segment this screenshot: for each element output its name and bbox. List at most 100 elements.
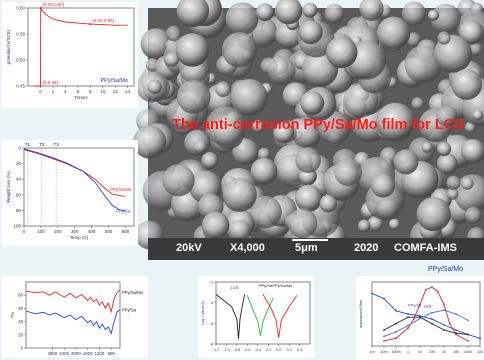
sem-grain <box>430 3 461 34</box>
sem-grain <box>176 0 210 28</box>
series-point <box>443 303 445 306</box>
series-point <box>455 329 457 331</box>
plot-frame <box>23 147 135 227</box>
series-point <box>431 311 433 314</box>
sem-grain <box>376 16 411 50</box>
plot-frame <box>215 281 311 345</box>
sem-grain <box>393 149 419 175</box>
x-tick-label: 300 <box>71 229 79 234</box>
sem-grain <box>298 20 323 45</box>
y-tick-label: 100 <box>13 224 21 229</box>
ftir-chart: 2800 2400 2000 1600 1200 800 0 20 40 60 80 T% PPy/Sa… <box>10 281 144 356</box>
x-tick-label: 1k <box>442 350 446 354</box>
tga-series-label-sa: PPy/Sa <box>116 209 131 214</box>
annotation-label: (6.02,0.56) <box>92 18 114 23</box>
series-line-1 <box>371 293 481 339</box>
series-point <box>436 290 439 293</box>
sem-grain <box>225 2 259 36</box>
series-point <box>419 317 421 320</box>
x-tick-label: 100 <box>37 229 45 234</box>
sem-grain <box>371 173 396 198</box>
series-point <box>383 329 385 331</box>
eis-chart-panel: 1m 10m 100m 1 10 100 1k 10k 100k 1M Impedance/Ohm L… <box>356 276 484 360</box>
y-tick-label: -4 <box>210 301 213 305</box>
ocp-chart-panel: 0 2 4 6 8 10 12 14 0.45 0.50 0.55 0.60 Time/s potenti… <box>2 2 138 108</box>
series-point <box>448 322 451 325</box>
series-point <box>479 337 481 340</box>
sem-grain <box>201 211 230 240</box>
sem-grain <box>472 109 484 121</box>
tafel-label-mo: PPy/Sa/Mo <box>272 283 293 288</box>
y-tick-label: 20 <box>16 161 22 166</box>
y-tick-label: 80 <box>18 293 23 298</box>
sem-grain <box>176 80 211 114</box>
sem-grain <box>436 105 458 127</box>
x-tick-label: 600 <box>122 229 130 234</box>
sem-grain <box>464 206 482 224</box>
sem-caption-scale: 5μm <box>295 242 318 254</box>
series-point <box>371 292 373 295</box>
sem-grain <box>165 25 182 42</box>
plot-frame <box>25 281 121 349</box>
sem-grain <box>334 158 362 187</box>
sem-grain <box>416 197 451 232</box>
series-point <box>395 322 397 325</box>
x-tick-label: 0 <box>23 229 26 234</box>
sem-grain <box>404 45 443 84</box>
tga-series-label-mo: PPy/Sa/Mo <box>110 187 132 192</box>
series-point <box>424 288 427 291</box>
sem-grain <box>256 3 274 22</box>
x-tick-label: 400 <box>88 229 96 234</box>
eis-sample-label: PPy/Sa/Mo <box>428 266 464 273</box>
sem-caption-magnification: X4,000 <box>230 242 265 254</box>
series-point <box>407 313 409 315</box>
x-tick-label: 2 <box>52 89 55 94</box>
y-tick-label: -6 <box>210 322 213 326</box>
sem-grain <box>205 106 246 146</box>
y-tick-label: 0.55 <box>16 32 25 37</box>
x-tick-label: 4 <box>64 89 67 94</box>
ftir-series-label-sa: PPy/Sa <box>122 308 137 313</box>
sem-grain <box>252 120 265 133</box>
x-tick-label: 1m <box>369 350 374 354</box>
sem-grain <box>295 184 323 212</box>
y-tick-label: 20 <box>18 332 23 337</box>
series-line-1 <box>25 309 121 335</box>
y-axis-label: T% <box>10 312 15 319</box>
y-tick-label: 40 <box>16 177 22 182</box>
sem-grain <box>300 91 325 116</box>
x-tick-label: 100m <box>391 350 401 354</box>
series-point <box>419 303 421 306</box>
sem-grain <box>273 122 295 144</box>
sem-grain <box>267 56 296 85</box>
sem-grain <box>326 36 358 69</box>
x-tick-label: -0.8 <box>234 348 241 352</box>
sem-grain <box>133 125 167 159</box>
x-tick-label: -1.0 <box>223 348 230 352</box>
temperature-marker-label: T3 <box>54 142 60 147</box>
x-tick-label: 0 <box>39 89 42 94</box>
sem-caption-year: 2020 <box>354 242 379 254</box>
y-tick-label: 0.60 <box>16 6 25 11</box>
x-tick-label: -0.2 <box>265 348 272 352</box>
y-tick-label: -8 <box>210 343 213 347</box>
eis-label-sa: PPy/Sa <box>408 302 422 307</box>
x-tick-label: -0.6 <box>244 348 251 352</box>
y-axis-label: potential (V/SCE) <box>6 29 11 64</box>
sem-grain <box>376 102 415 142</box>
y-tick-label: 0.50 <box>16 58 25 63</box>
series-point <box>383 297 385 300</box>
y-tick-label: 60 <box>16 192 22 197</box>
plot-frame <box>371 281 481 347</box>
sem-grain <box>162 164 195 197</box>
annotation-point <box>39 85 42 87</box>
y-axis-label: Weight loss (%) <box>6 171 11 203</box>
series-point <box>383 339 385 342</box>
x-tick-label: 10m <box>380 350 387 354</box>
tga-chart-panel: 0 100 200 300 400 500 600 0 20 40 60 80 100 Temp (C) W… <box>2 140 138 246</box>
series-point <box>412 318 415 321</box>
x-tick-label: 14 <box>125 89 131 94</box>
sem-grain <box>389 218 400 230</box>
x-tick-label: 200 <box>54 229 62 234</box>
y-tick-label: 40 <box>18 319 23 324</box>
